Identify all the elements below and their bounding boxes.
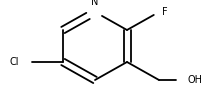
- Text: N: N: [91, 0, 98, 7]
- Text: OH: OH: [187, 75, 202, 85]
- Text: Cl: Cl: [9, 57, 19, 67]
- Text: F: F: [161, 7, 167, 17]
